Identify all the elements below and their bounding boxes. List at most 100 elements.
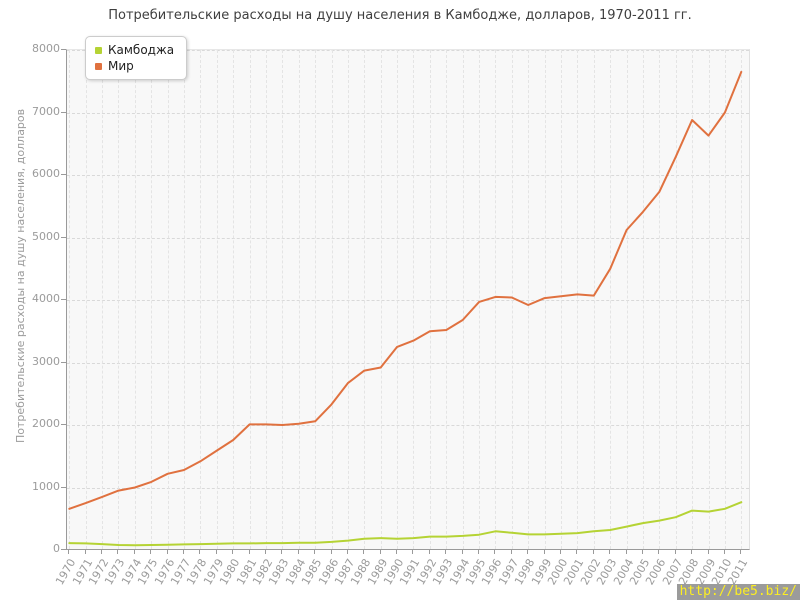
x-axis-tick [150, 549, 152, 554]
x-axis-tick [297, 549, 299, 554]
x-axis-tick [560, 549, 561, 554]
h-gridline [67, 487, 749, 489]
y-tick-label: 5000 [32, 229, 60, 243]
v-gridline [118, 50, 120, 549]
series-line-0 [68, 501, 743, 547]
x-axis-tick [641, 549, 643, 554]
plot-area [66, 49, 750, 550]
x-axis-tick [494, 549, 496, 554]
v-gridline [593, 50, 595, 549]
x-axis-tick [412, 549, 414, 554]
x-axis-tick [346, 549, 348, 554]
legend-item: Камбоджа [95, 42, 174, 58]
legend-marker [95, 46, 102, 54]
v-gridline [331, 50, 333, 549]
x-axis-tick [478, 549, 480, 554]
y-axis-tick [61, 111, 66, 113]
y-axis-tick [61, 174, 66, 175]
x-axis-tick [363, 549, 365, 554]
v-gridline [610, 50, 612, 549]
y-tick-label: 7000 [32, 104, 60, 118]
y-axis-title: Потребительские расходы на душу населени… [14, 108, 27, 443]
x-axis-tick [117, 549, 119, 554]
v-gridline [151, 50, 153, 549]
x-axis-tick [609, 549, 611, 554]
x-axis-tick [68, 549, 70, 554]
h-gridline [67, 112, 749, 114]
x-axis-tick [232, 549, 234, 554]
v-gridline [675, 50, 677, 549]
y-axis-tick [61, 299, 66, 300]
x-axis-tick [314, 549, 316, 554]
v-gridline [724, 50, 726, 549]
h-gridline [67, 50, 749, 51]
y-tick-label: 8000 [32, 42, 60, 55]
v-gridline [413, 50, 415, 549]
series-line-1 [68, 70, 743, 510]
y-axis-tick [61, 49, 66, 50]
v-gridline [741, 50, 743, 549]
v-gridline [495, 50, 497, 549]
x-axis-tick [723, 549, 725, 554]
v-gridline [479, 50, 481, 549]
h-gridline [67, 425, 749, 426]
x-axis-tick [396, 549, 398, 554]
v-gridline [298, 50, 300, 549]
x-axis-tick [199, 549, 201, 554]
y-tick-label: 6000 [32, 167, 60, 180]
y-axis-tick [61, 236, 66, 238]
h-gridline [67, 362, 749, 364]
v-gridline [216, 50, 218, 549]
x-axis-tick [133, 549, 135, 554]
x-axis-tick [445, 549, 447, 554]
y-axis-tick [61, 361, 66, 363]
x-axis-tick [183, 549, 185, 554]
v-gridline [429, 50, 431, 549]
x-axis-tick [576, 549, 578, 554]
y-tick-label: 2000 [32, 417, 60, 430]
x-axis-tick [101, 549, 103, 554]
v-gridline [626, 50, 628, 549]
v-gridline [446, 50, 448, 549]
x-axis-tick [691, 549, 693, 554]
y-tick-label: 1000 [32, 479, 60, 493]
v-gridline [233, 50, 235, 549]
x-axis-tick [543, 549, 545, 554]
y-tick-label: 0 [53, 542, 60, 555]
y-tick-label: 4000 [32, 292, 60, 305]
v-gridline [708, 50, 710, 549]
v-gridline [397, 50, 399, 549]
watermark-link[interactable]: http://be5.biz/ [676, 584, 800, 600]
y-axis-tick [61, 549, 66, 550]
x-axis-tick [428, 549, 430, 554]
y-axis-tick [61, 486, 66, 488]
x-axis-tick [330, 549, 332, 554]
x-axis-tick [527, 549, 529, 554]
y-tick-label: 3000 [32, 354, 60, 368]
v-gridline [249, 50, 251, 549]
legend-label: Мир [108, 59, 134, 73]
v-gridline [85, 50, 87, 549]
v-gridline [102, 50, 104, 549]
x-axis-tick [215, 549, 217, 554]
x-axis-tick [84, 549, 86, 554]
h-gridline [67, 237, 749, 239]
x-axis-tick [248, 549, 250, 554]
legend-label: Камбоджа [108, 43, 175, 57]
x-axis-tick [510, 549, 512, 554]
v-gridline [642, 50, 644, 549]
v-gridline [69, 50, 71, 549]
v-gridline [380, 50, 382, 549]
v-gridline [167, 50, 169, 549]
x-axis-tick [166, 549, 168, 554]
v-gridline [462, 50, 464, 549]
v-gridline [347, 50, 349, 549]
x-axis-tick [740, 549, 742, 554]
x-axis-tick [461, 549, 463, 554]
v-gridline [692, 50, 694, 549]
v-gridline [528, 50, 530, 549]
h-gridline [67, 175, 749, 176]
legend-marker [95, 62, 102, 70]
series-plot [68, 70, 743, 547]
